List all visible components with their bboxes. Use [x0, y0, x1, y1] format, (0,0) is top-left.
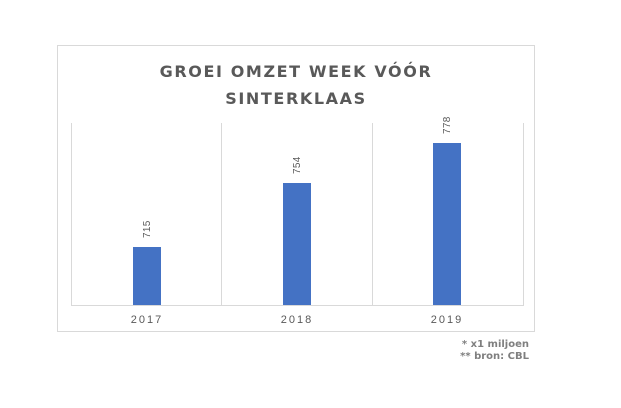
chart-title: GROEI OMZET WEEK VÓÓR SINTERKLAAS: [57, 58, 535, 112]
bar-2018: [283, 183, 311, 305]
chart-title-line-2: SINTERKLAAS: [225, 89, 367, 108]
footnote-unit: * x1 miljoen: [461, 339, 529, 350]
x-tick-2019: 2019: [430, 314, 464, 326]
plot-area: 715 754 778: [71, 116, 524, 306]
x-tick-2017: 2017: [130, 314, 164, 326]
bar-2017: [133, 247, 161, 305]
footnote-source: ** bron: CBL: [460, 351, 529, 362]
x-tick-2018: 2018: [280, 314, 314, 326]
data-label-2018: 754: [292, 156, 303, 174]
data-label-2019: 778: [442, 116, 453, 134]
category-separator: [221, 123, 222, 305]
data-label-2017: 715: [142, 220, 153, 238]
chart-title-line-1: GROEI OMZET WEEK VÓÓR: [159, 62, 433, 81]
bar-2019: [433, 143, 461, 305]
category-separator: [372, 123, 373, 305]
